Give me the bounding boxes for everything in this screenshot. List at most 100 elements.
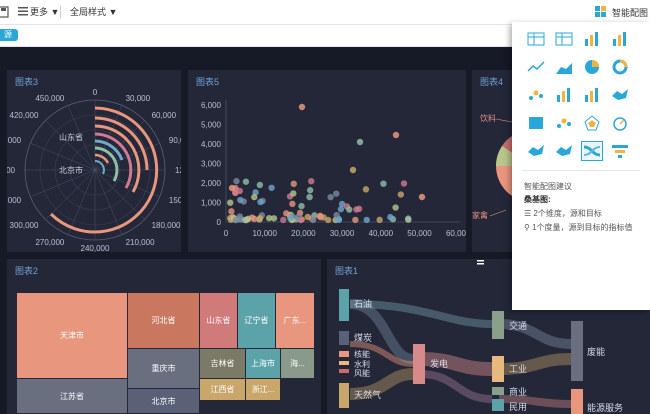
smart-chart-tab[interactable]: 智能配图 bbox=[581, 0, 650, 22]
scatter-point bbox=[338, 200, 346, 208]
bar-chart-icon[interactable] bbox=[582, 30, 602, 48]
category-label: 北京市 bbox=[59, 165, 83, 175]
y-tick-label: 4,000 bbox=[201, 140, 222, 149]
sankey-node-label: 石油 bbox=[354, 298, 372, 309]
gauge-icon[interactable] bbox=[610, 114, 630, 132]
pie-chart-icon[interactable] bbox=[582, 58, 602, 76]
treemap-cell[interactable]: 海... bbox=[281, 349, 314, 378]
heatmap-icon[interactable] bbox=[526, 142, 546, 160]
polar-axis-label: 60,000 bbox=[152, 111, 177, 120]
x-tick-label: 10,000 bbox=[252, 229, 277, 238]
sankey-node-label: 能源服务 bbox=[587, 402, 623, 413]
kpi-icon[interactable] bbox=[526, 114, 546, 132]
polar-axis-label: 420,000 bbox=[10, 111, 39, 120]
scatter-point bbox=[280, 216, 287, 224]
polar-axis-label: 300,000 bbox=[10, 221, 39, 230]
scatter-icon[interactable] bbox=[526, 86, 546, 104]
polar-axis-label: 390,000 bbox=[7, 136, 22, 145]
funnel-icon[interactable] bbox=[610, 142, 630, 160]
y-tick-label: 3,000 bbox=[201, 160, 222, 169]
scatter-point bbox=[265, 214, 273, 222]
treemap-cell[interactable]: 河北省 bbox=[128, 293, 199, 348]
polar-axis-label: 450,000 bbox=[35, 94, 64, 103]
polar-axis-label: 240,000 bbox=[81, 244, 110, 252]
sankey-node-label: 煤炭 bbox=[354, 332, 372, 343]
stacked-bar-icon[interactable] bbox=[610, 30, 630, 48]
x-tick-label: 50,000 bbox=[407, 229, 432, 238]
smart-chart-icon bbox=[595, 6, 606, 17]
chevron-down-icon: ▼ bbox=[50, 7, 60, 17]
chart5-title: 图表5 bbox=[196, 77, 220, 87]
treemap-cell[interactable]: 江苏省 bbox=[17, 379, 127, 413]
crosstable-icon[interactable] bbox=[554, 30, 574, 48]
chevron-down-icon: ▼ bbox=[108, 7, 118, 17]
treemap-cell[interactable]: 山东省 bbox=[200, 293, 237, 348]
more-menu[interactable]: 更多 ▼ bbox=[18, 0, 59, 24]
requirement-measure: ⚲ 1个度量，源到目标的指标值 bbox=[524, 223, 633, 232]
y-tick-label: 2,000 bbox=[201, 179, 222, 188]
table-icon[interactable] bbox=[526, 30, 546, 48]
bubble-icon[interactable] bbox=[554, 114, 574, 132]
data-source-tag[interactable]: 源 bbox=[0, 29, 18, 41]
scatter-point bbox=[290, 190, 297, 197]
scatter-point bbox=[294, 213, 301, 221]
x-tick-label: 0 bbox=[224, 229, 229, 238]
scatter-point bbox=[306, 193, 313, 201]
scatter-point bbox=[333, 190, 340, 197]
treemap-cell[interactable]: 广东... bbox=[276, 293, 314, 348]
line-chart-icon[interactable] bbox=[526, 58, 546, 76]
treemap-cell[interactable]: 北京市 bbox=[128, 389, 199, 413]
data-source-bar: 源 bbox=[0, 25, 650, 47]
chart2-panel[interactable]: 图表2 天津市 河北省 山东省 辽宁省 广东... 重庆市 吉林省 上海市 海... 江西省 浙江.… bbox=[7, 259, 321, 414]
scatter-point bbox=[356, 138, 364, 146]
chart5-panel[interactable]: 图表5 0 1,000 2,000 3,000 4,000 5,000 6,000 0 10,… bbox=[188, 70, 466, 252]
treemap-cell[interactable]: 江西省 bbox=[200, 379, 245, 400]
treemap-icon[interactable] bbox=[554, 142, 574, 160]
treemap-cell[interactable]: 辽宁省 bbox=[238, 293, 275, 348]
pie-label: 饮料 bbox=[480, 113, 496, 123]
y-tick-label: 1,000 bbox=[201, 199, 222, 208]
polar-axis-label: 120,000 bbox=[175, 166, 181, 175]
chart1-sankey-chart: 石油 煤炭 核能 水利 风能 天然气 发电 交通 工业 商业 民用 废能 能源服… bbox=[339, 260, 623, 414]
x-tick-label: 20,000 bbox=[291, 229, 316, 238]
scatter-point bbox=[298, 202, 305, 210]
sankey-node-label: 商业 bbox=[509, 386, 527, 397]
scatter-point bbox=[392, 131, 400, 139]
sankey-node-label: 风能 bbox=[354, 368, 370, 378]
combo-bar-icon[interactable] bbox=[554, 86, 574, 104]
divider bbox=[522, 170, 640, 171]
sankey-node-label: 水利 bbox=[354, 359, 370, 369]
scatter-point bbox=[304, 213, 311, 221]
sankey-icon[interactable] bbox=[581, 141, 603, 161]
area-chart-icon[interactable] bbox=[554, 58, 574, 76]
chart4-title: 图表4 bbox=[480, 77, 504, 87]
map-icon[interactable] bbox=[610, 86, 630, 104]
scatter-point bbox=[317, 212, 324, 220]
scatter-point bbox=[380, 180, 387, 187]
treemap-cell[interactable]: 上海市 bbox=[246, 349, 280, 378]
radar-icon[interactable] bbox=[582, 114, 602, 132]
treemap-cell[interactable]: 重庆市 bbox=[128, 349, 199, 388]
sankey-node-label: 民用 bbox=[509, 402, 527, 412]
polar-axis-label: 30,000 bbox=[126, 94, 151, 103]
treemap-cell[interactable]: 吉林省 bbox=[200, 349, 245, 378]
treemap-cell[interactable]: 天津市 bbox=[17, 293, 127, 378]
scatter-point bbox=[333, 211, 340, 219]
scatter-point bbox=[227, 199, 234, 206]
group-bar-icon[interactable] bbox=[582, 86, 602, 104]
global-style-menu[interactable]: 全局样式 ▼ bbox=[70, 7, 118, 17]
ring-chart-icon[interactable] bbox=[610, 58, 630, 76]
pie-label: 家禽 bbox=[472, 210, 488, 220]
y-tick-label: 6,000 bbox=[201, 101, 222, 110]
scatter-point bbox=[270, 215, 278, 222]
polar-axis-label: 360,000 bbox=[7, 166, 16, 175]
save-icon[interactable] bbox=[0, 0, 10, 24]
scatter-point bbox=[337, 205, 345, 213]
category-label: 山东省 bbox=[59, 132, 83, 142]
scatter-point bbox=[236, 187, 243, 195]
treemap-cell[interactable]: 浙江... bbox=[246, 379, 280, 400]
scatter-point bbox=[286, 214, 294, 222]
scatter-point bbox=[289, 200, 296, 208]
chart3-title: 图表3 bbox=[15, 77, 39, 87]
